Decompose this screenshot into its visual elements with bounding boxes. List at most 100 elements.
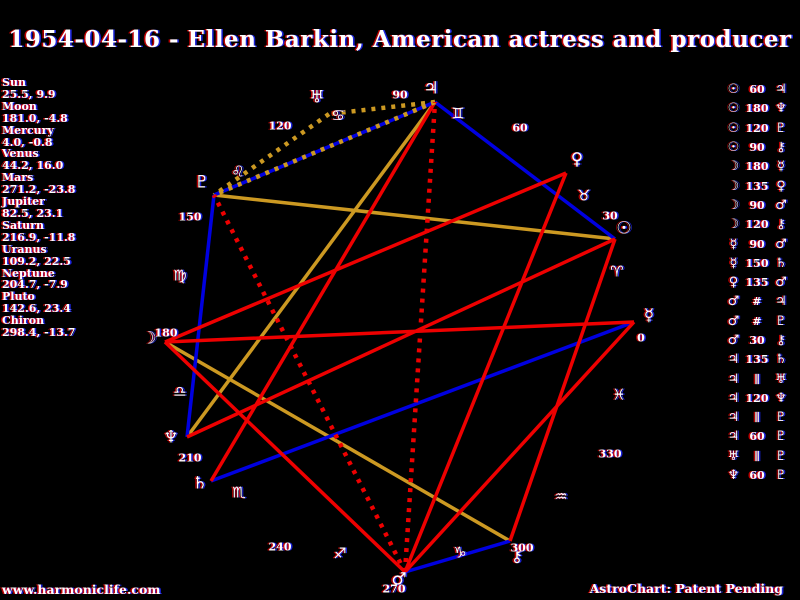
aspect-row: ♆ 60 ♇ <box>725 466 790 485</box>
degree-label-60: 60 <box>512 121 528 135</box>
planet-coordinates: 181.0, -4.8 <box>2 111 68 125</box>
sign-libra-glyph: ♎ <box>173 382 187 401</box>
aspect-angle: 90 <box>749 237 765 251</box>
planet-name: Chiron <box>2 314 45 328</box>
degree-label-150: 150 <box>178 210 202 224</box>
aspect-planet2-glyph: ♆ <box>775 390 787 406</box>
sign-cancer-glyph: ♋ <box>331 106 345 125</box>
aspect-row: ☽ 180 ☿ <box>725 157 790 176</box>
aspect-planet1-glyph: ♃ <box>727 371 740 387</box>
aspect-angle: # <box>752 314 762 328</box>
aspect-planet1-glyph: ☉ <box>727 82 740 98</box>
planet-jupiter-glyph: ♃ <box>423 78 439 99</box>
aspect-table: ☉ 60 ♃ ☉ 180 ♆ ☉ 120 ♇ ☉ 90 ⚷ ☽ 180 ☿ ☽ 135 ♀ ☽ 90 ♂ ☽ 120 ⚷ ☿ 90… <box>725 80 790 485</box>
aspect-line-jupiter-saturn <box>209 101 437 482</box>
aspect-planet1-glyph: ☿ <box>729 255 738 271</box>
aspect-row: ☉ 90 ⚷ <box>725 138 790 157</box>
aspect-line-moon-venus <box>164 171 567 344</box>
aspect-row: ☉ 120 ♇ <box>725 119 790 138</box>
degree-label-90: 90 <box>392 88 408 102</box>
planet-name: Sun <box>2 76 26 89</box>
planet-sun-glyph: ☉ <box>616 218 632 239</box>
planet-coordinates: 109.2, 22.5 <box>2 254 71 268</box>
sign-pisces-glyph: ♓ <box>612 385 626 404</box>
aspect-angle: 30 <box>749 334 765 347</box>
aspect-planet1-glyph: ♂ <box>727 333 740 348</box>
aspect-planet1-glyph: ♃ <box>727 352 740 368</box>
aspect-row: ♂ # ♃ <box>725 292 790 311</box>
planet-mercury-glyph: ☿ <box>643 305 655 326</box>
aspect-planet1-glyph: ♂ <box>727 294 740 310</box>
aspect-planet2-glyph: ♃ <box>775 294 787 310</box>
planet-coordinates: 298.4, -13.7 <box>2 326 76 340</box>
aspect-angle: 90 <box>749 141 765 155</box>
planet-name: Mars <box>2 171 34 185</box>
aspect-planet2-glyph: ♂ <box>775 236 787 252</box>
aspect-angle: 120 <box>745 121 769 135</box>
sign-virgo-glyph: ♍ <box>173 266 187 285</box>
aspect-planet1-glyph: ☽ <box>727 178 740 194</box>
aspect-angle: ∥ <box>754 372 760 386</box>
planet-coordinates: 142.6, 23.4 <box>2 302 71 316</box>
aspect-planet1-glyph: ☽ <box>727 197 740 213</box>
aspect-angle: 135 <box>745 353 769 367</box>
sign-gemini-glyph: ♊ <box>451 104 465 123</box>
degree-label-240: 240 <box>268 540 292 554</box>
aspect-angle: # <box>752 295 762 309</box>
aspect-line-mars-pluto <box>211 193 408 574</box>
aspect-line-uranus-pluto <box>212 112 331 197</box>
degree-label-120: 120 <box>268 119 292 133</box>
patent-note: AstroChart: Patent Pending <box>589 581 783 596</box>
aspect-row: ♃ ∥ ♅ <box>725 369 790 388</box>
aspect-row: ♀ 135 ♂ <box>725 273 790 292</box>
aspect-row: ☽ 135 ♀ <box>725 176 790 195</box>
aspect-line-moon-mercury <box>164 320 635 344</box>
aspect-planet1-glyph: ☽ <box>727 159 740 175</box>
planet-name: Pluto <box>2 290 35 304</box>
aspect-line-jupiter-neptune <box>185 100 437 439</box>
aspect-row: ☿ 90 ♂ <box>725 234 790 253</box>
aspect-line-mercury-saturn <box>210 320 635 483</box>
aspect-row: ☉ 180 ♆ <box>725 99 790 118</box>
planet-coordinates: 216.9, -11.8 <box>2 230 76 244</box>
aspect-row: ♃ ∥ ♇ <box>725 408 790 427</box>
aspect-planet2-glyph: ♇ <box>775 410 787 426</box>
aspect-angle: 60 <box>749 469 765 483</box>
aspect-planet1-glyph: ☉ <box>727 120 740 136</box>
aspect-line-venus-mars <box>403 172 568 573</box>
sign-aquarius-glyph: ♒ <box>554 487 568 506</box>
aspect-planet2-glyph: ⚷ <box>776 140 786 156</box>
aspect-line-sun-jupiter <box>433 100 617 241</box>
degree-label-210: 210 <box>178 451 202 465</box>
aspect-line-moon-mars <box>163 340 407 574</box>
aspect-planet2-glyph: ⚷ <box>776 333 786 348</box>
aspect-line-jupiter-pluto <box>213 100 436 197</box>
degree-label-270: 270 <box>382 582 406 596</box>
aspect-row: ☉ 60 ♃ <box>725 80 790 99</box>
planet-positions-table: Sun 25.5, 9.9 Moon 181.0, -4.8 Mercury 4.0, -… <box>2 77 75 339</box>
aspect-angle: ∥ <box>754 449 760 463</box>
aspect-planet2-glyph: ♅ <box>775 371 787 387</box>
aspect-angle: 180 <box>745 160 769 174</box>
planet-moon-glyph: ☽ <box>141 328 157 349</box>
aspect-planet2-glyph: ⚷ <box>776 217 786 233</box>
aspect-line-mars-jupiter <box>402 101 438 573</box>
aspect-row: ♂ # ♇ <box>725 312 790 331</box>
aspect-angle: 135 <box>745 276 769 290</box>
degree-label-0: 0 <box>637 331 645 345</box>
planet-chiron-glyph: ⚷ <box>510 546 524 567</box>
aspect-row: ♃ 135 ♄ <box>725 350 790 369</box>
aspect-line-mercury-mars <box>403 320 636 574</box>
aspect-row: ♃ 60 ♇ <box>725 427 790 446</box>
aspect-row: ♃ 120 ♆ <box>725 389 790 408</box>
sign-aries-glyph: ♈ <box>610 262 624 281</box>
aspect-line-sun-pluto <box>213 193 616 241</box>
aspect-planet1-glyph: ☉ <box>727 140 740 156</box>
aspect-angle: 120 <box>745 391 769 405</box>
website-url: www.harmoniclife.com <box>2 582 161 597</box>
sign-leo-glyph: ♌ <box>231 162 245 181</box>
planet-coordinates: 25.5, 9.9 <box>2 87 56 101</box>
aspect-planet1-glyph: ♃ <box>727 410 740 426</box>
planet-name: Jupiter <box>2 195 45 209</box>
